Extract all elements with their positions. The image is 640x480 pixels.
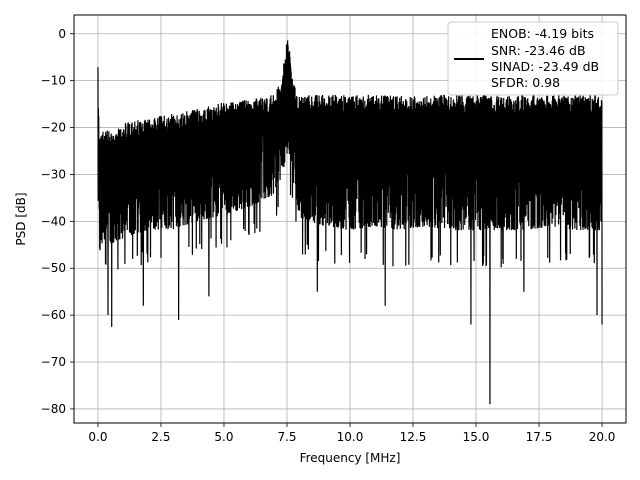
x-tick-label: 7.5: [277, 430, 296, 444]
legend-entry-sinad: SINAD: -23.49 dB: [491, 59, 599, 74]
y-tick-label: −80: [41, 402, 66, 416]
y-tick-label: −20: [41, 121, 66, 135]
y-tick-label: −40: [41, 214, 66, 228]
y-tick-label: −30: [41, 167, 66, 181]
y-tick-label: −60: [41, 308, 66, 322]
y-tick-label: −10: [41, 74, 66, 88]
x-tick-label: 0.0: [88, 430, 107, 444]
x-tick-label: 2.5: [151, 430, 170, 444]
y-tick-label: −50: [41, 261, 66, 275]
y-axis-label: PSD [dB]: [14, 192, 28, 245]
y-tick-label: 0: [58, 27, 66, 41]
x-tick-label: 5.0: [214, 430, 233, 444]
legend: ENOB: -4.19 bits SNR: -23.46 dB SINAD: -…: [447, 21, 619, 96]
plot-area: [97, 40, 603, 405]
series-layer: [97, 40, 603, 405]
legend-entry-enob: ENOB: -4.19 bits: [491, 26, 594, 41]
legend-box: [447, 21, 619, 96]
x-tick-label: 15.0: [463, 430, 490, 444]
psd-series-line: [97, 40, 603, 405]
x-tick-label: 20.0: [589, 430, 616, 444]
x-tick-label: 12.5: [400, 430, 427, 444]
y-tick-label: −70: [41, 355, 66, 369]
x-axis-label: Frequency [MHz]: [300, 451, 401, 465]
legend-entry-snr: SNR: -23.46 dB: [491, 43, 586, 58]
x-tick-label: 10.0: [337, 430, 364, 444]
y-axis-ticks: 0 −10 −20 −30 −40 −50 −60 −70 −80: [41, 27, 74, 416]
x-axis-ticks: 0.0 2.5 5.0 7.5 10.0 12.5 15.0 17.5 20.0: [88, 423, 615, 444]
legend-entry-sfdr: SFDR: 0.98: [491, 75, 560, 90]
x-tick-label: 17.5: [526, 430, 553, 444]
